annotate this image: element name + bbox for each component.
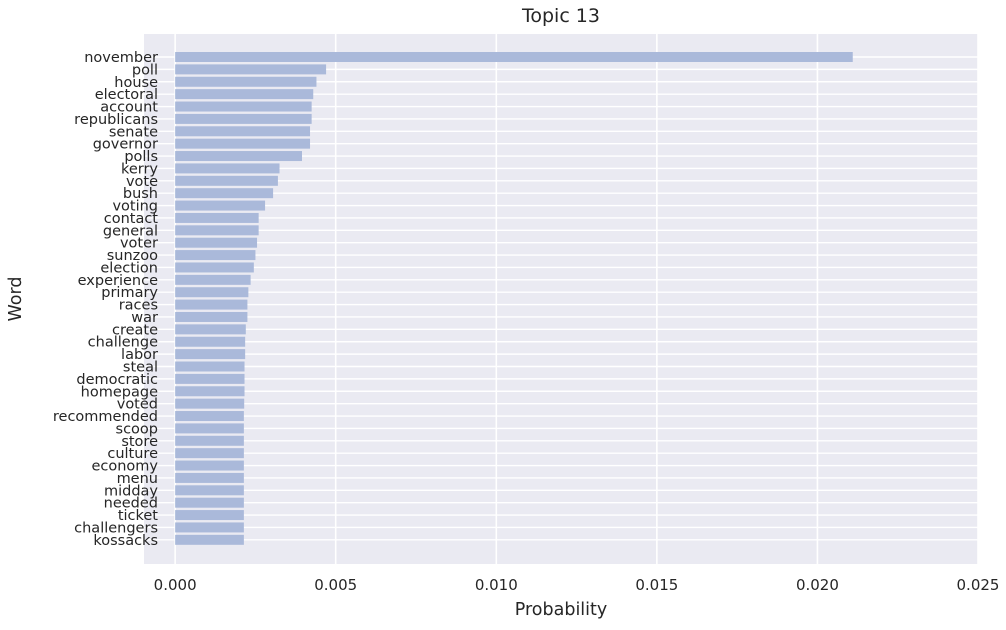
bar-bush xyxy=(175,188,274,199)
y-tick-label: homepage xyxy=(81,384,158,400)
bar-voter xyxy=(175,237,258,248)
y-tick-label: democratic xyxy=(76,372,158,388)
y-tick-label: economy xyxy=(91,459,158,475)
y-tick-label: recommended xyxy=(53,409,158,425)
y-tick-label: voted xyxy=(117,397,158,413)
y-tick-label: electoral xyxy=(95,87,158,103)
y-tick-label: election xyxy=(100,260,158,276)
y-tick-labels: novemberpollhouseelectoralaccountrepubli… xyxy=(53,50,159,549)
y-tick-label: experience xyxy=(78,273,158,289)
y-tick-label: poll xyxy=(132,62,158,78)
bar-voting xyxy=(175,200,266,211)
bar-labor xyxy=(175,349,246,360)
x-tick-label: 0.000 xyxy=(154,576,197,594)
y-tick-label: kossacks xyxy=(93,533,158,549)
x-tick-label: 0.015 xyxy=(635,576,678,594)
bars xyxy=(175,52,853,545)
bar-steal xyxy=(175,361,245,372)
x-tick-label: 0.010 xyxy=(475,576,518,594)
bar-polls xyxy=(175,151,303,162)
bar-midday xyxy=(175,485,244,496)
y-tick-label: senate xyxy=(109,124,158,140)
bar-war xyxy=(175,311,248,322)
y-tick-label: vote xyxy=(126,174,158,190)
bar-economy xyxy=(175,460,244,471)
y-tick-label: labor xyxy=(121,347,158,363)
y-tick-label: bush xyxy=(123,186,158,202)
bar-voted xyxy=(175,398,245,409)
bar-electoral xyxy=(175,89,314,100)
y-tick-label: needed xyxy=(104,496,158,512)
x-tick-labels: 0.000 0.005 0.010 0.015 0.020 0.025 xyxy=(154,576,1000,594)
bar-poll xyxy=(175,64,327,75)
bar-democratic xyxy=(175,373,245,384)
bar-create xyxy=(175,324,246,335)
y-tick-label: account xyxy=(100,100,158,116)
bar-homepage xyxy=(175,386,245,397)
y-tick-label: sunzoo xyxy=(107,248,158,264)
y-tick-label: november xyxy=(84,50,158,66)
bar-races xyxy=(175,299,248,310)
bar-november xyxy=(175,52,853,62)
bar-needed xyxy=(175,497,244,508)
bar-store xyxy=(175,435,244,446)
y-tick-label: general xyxy=(103,223,158,239)
bar-recommended xyxy=(175,411,244,422)
y-axis-label: Word xyxy=(6,277,26,322)
y-tick-label: kerry xyxy=(121,161,158,177)
y-tick-label: house xyxy=(114,75,158,91)
y-tick-label: challenge xyxy=(88,335,158,351)
y-tick-label: ticket xyxy=(118,508,158,524)
x-tick-label: 0.005 xyxy=(314,576,357,594)
y-tick-label: scoop xyxy=(116,421,158,437)
bar-culture xyxy=(175,448,244,459)
bar-primary xyxy=(175,287,249,298)
bar-senate xyxy=(175,126,311,137)
y-tick-label: culture xyxy=(107,446,158,462)
bar-election xyxy=(175,262,254,273)
y-tick-label: midday xyxy=(104,483,158,499)
plot-background xyxy=(144,34,978,564)
y-tick-label: war xyxy=(131,310,158,326)
bar-governor xyxy=(175,138,311,149)
bar-scoop xyxy=(175,423,244,434)
x-axis-label: Probability xyxy=(515,600,608,620)
y-tick-label: menu xyxy=(117,471,158,487)
y-tick-label: primary xyxy=(101,285,158,301)
bar-contact xyxy=(175,212,259,223)
x-tick-label: 0.025 xyxy=(957,576,1000,594)
x-tick-label: 0.020 xyxy=(796,576,839,594)
bar-house xyxy=(175,76,317,87)
chart-title: Topic 13 xyxy=(521,5,600,27)
bar-ticket xyxy=(175,510,244,521)
y-tick-label: create xyxy=(112,322,158,338)
y-tick-label: store xyxy=(121,434,158,450)
y-tick-label: republicans xyxy=(74,112,158,128)
y-tick-label: polls xyxy=(124,149,158,165)
bar-kossacks xyxy=(175,534,244,545)
y-tick-label: races xyxy=(119,298,158,314)
y-tick-label: voter xyxy=(120,236,158,252)
bar-experience xyxy=(175,274,251,285)
y-tick-label: voting xyxy=(112,199,158,215)
y-tick-label: challengers xyxy=(74,520,158,536)
bar-general xyxy=(175,225,259,236)
bar-republicans xyxy=(175,113,312,124)
bar-challengers xyxy=(175,522,244,533)
bar-kerry xyxy=(175,163,280,174)
y-tick-label: steal xyxy=(123,360,158,376)
bar-sunzoo xyxy=(175,250,256,261)
y-tick-label: contact xyxy=(104,211,159,227)
bar-account xyxy=(175,101,312,112)
y-tick-label: governor xyxy=(93,137,158,153)
bar-vote xyxy=(175,175,278,186)
bar-menu xyxy=(175,472,244,483)
bar-challenge xyxy=(175,336,246,347)
